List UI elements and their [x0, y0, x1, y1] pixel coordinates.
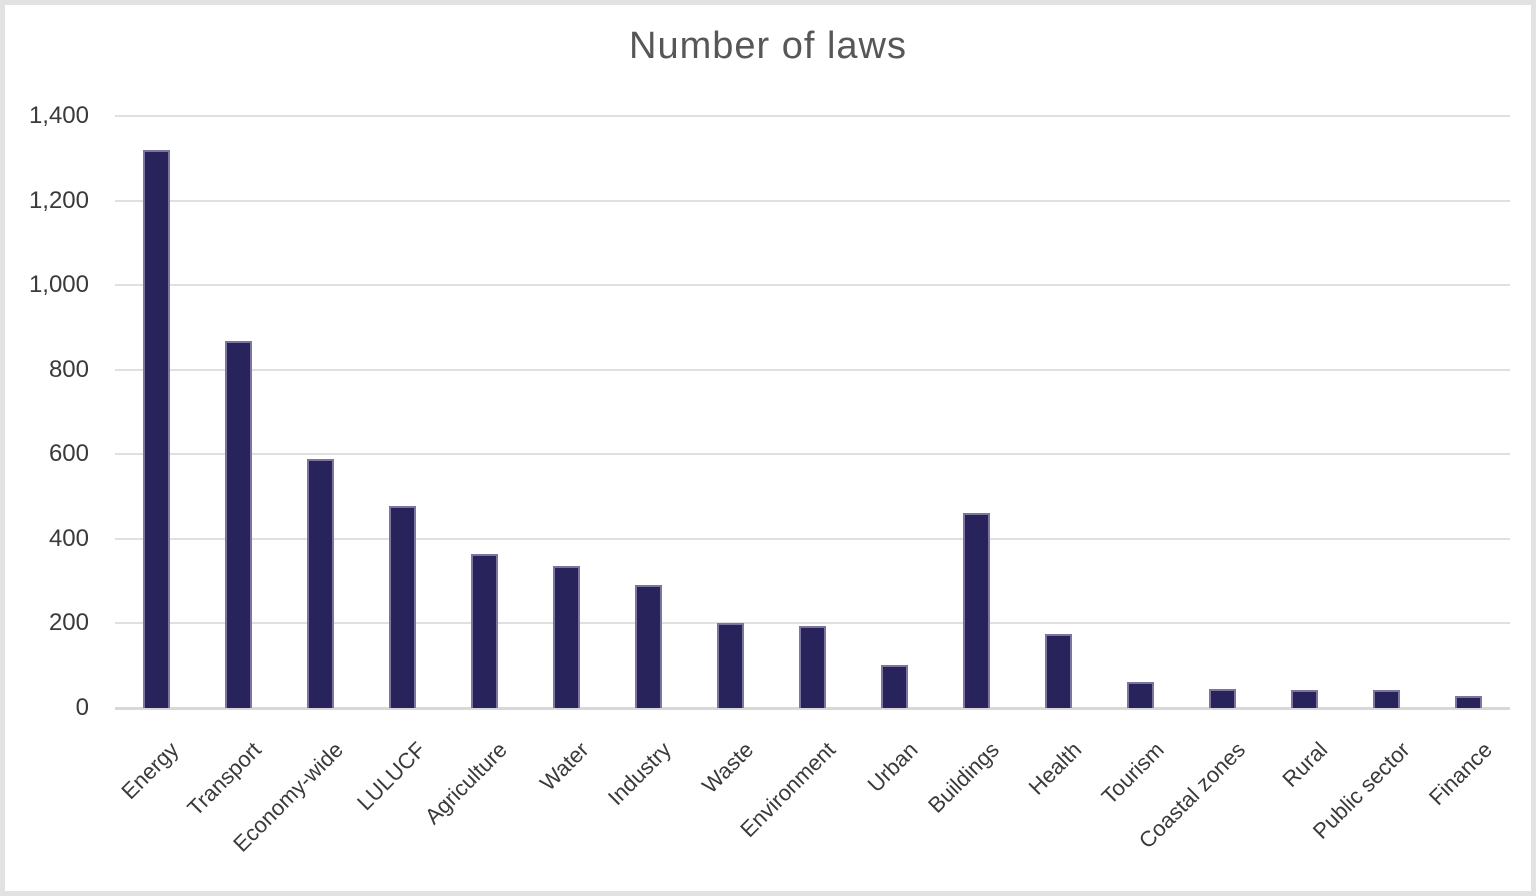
bar-water	[552, 566, 580, 708]
x-axis-label-text: Tourism	[1096, 737, 1169, 810]
bar-buildings	[963, 513, 991, 708]
gridline-1400	[115, 115, 1510, 117]
x-axis-label-text: Health	[1023, 737, 1087, 800]
x-axis-label-text: Agriculture	[419, 737, 512, 830]
x-axis-label-text: LULUCF	[351, 737, 430, 816]
gridline-1000	[115, 284, 1510, 287]
x-axis-label-text: Water	[535, 737, 594, 796]
bar-environment	[799, 625, 826, 708]
bar-economy-wide	[306, 458, 334, 708]
y-axis-tick-label: 1,000	[28, 271, 89, 299]
x-axis-label-text: Finance	[1423, 737, 1497, 811]
y-axis-tick-label: 200	[48, 609, 89, 637]
gridline-400	[115, 537, 1510, 540]
bar-waste	[716, 623, 744, 708]
y-axis-tick-label: 1,200	[28, 186, 89, 214]
y-axis-tick-label: 1,400	[28, 102, 89, 129]
bar-lulucf	[388, 506, 416, 708]
y-axis-tick-label: 400	[48, 524, 89, 552]
bar-energy	[142, 149, 170, 708]
x-axis-label-text: Urban	[862, 737, 923, 798]
bar-tourism	[1127, 682, 1155, 708]
bar-public-sector	[1373, 689, 1401, 708]
y-axis-tick-label: 0	[75, 694, 89, 721]
gridline-200	[115, 622, 1510, 625]
x-axis-line	[115, 707, 1510, 710]
bar-health	[1045, 634, 1073, 708]
chart-title: Number of laws	[629, 25, 907, 67]
x-axis-label-text: Transport	[182, 737, 266, 821]
x-axis-label-text: Industry	[603, 737, 677, 811]
bar-finance	[1455, 695, 1483, 708]
y-axis-tick-label: 800	[48, 355, 89, 383]
bar-agriculture	[470, 554, 498, 708]
x-axis-label-text: Waste	[696, 737, 759, 799]
bar-transport	[224, 341, 252, 708]
gridline-600	[115, 453, 1510, 456]
y-axis-tick-label: 600	[48, 440, 89, 468]
x-axis-label-text: Buildings	[923, 737, 1005, 818]
bar-coastal-zones	[1209, 688, 1237, 708]
x-axis-label-text: Energy	[116, 737, 184, 804]
bar-urban	[881, 664, 909, 708]
plot-area: 1,400 1,200 1,000 800 600 400 200 0 Energy Transp…	[5, 5, 1531, 891]
bar-rural	[1291, 689, 1319, 708]
gridline-800	[115, 368, 1510, 371]
bar-industry	[634, 584, 662, 708]
x-axis-label-text: Rural	[1277, 737, 1333, 792]
gridline-1200	[115, 199, 1510, 202]
